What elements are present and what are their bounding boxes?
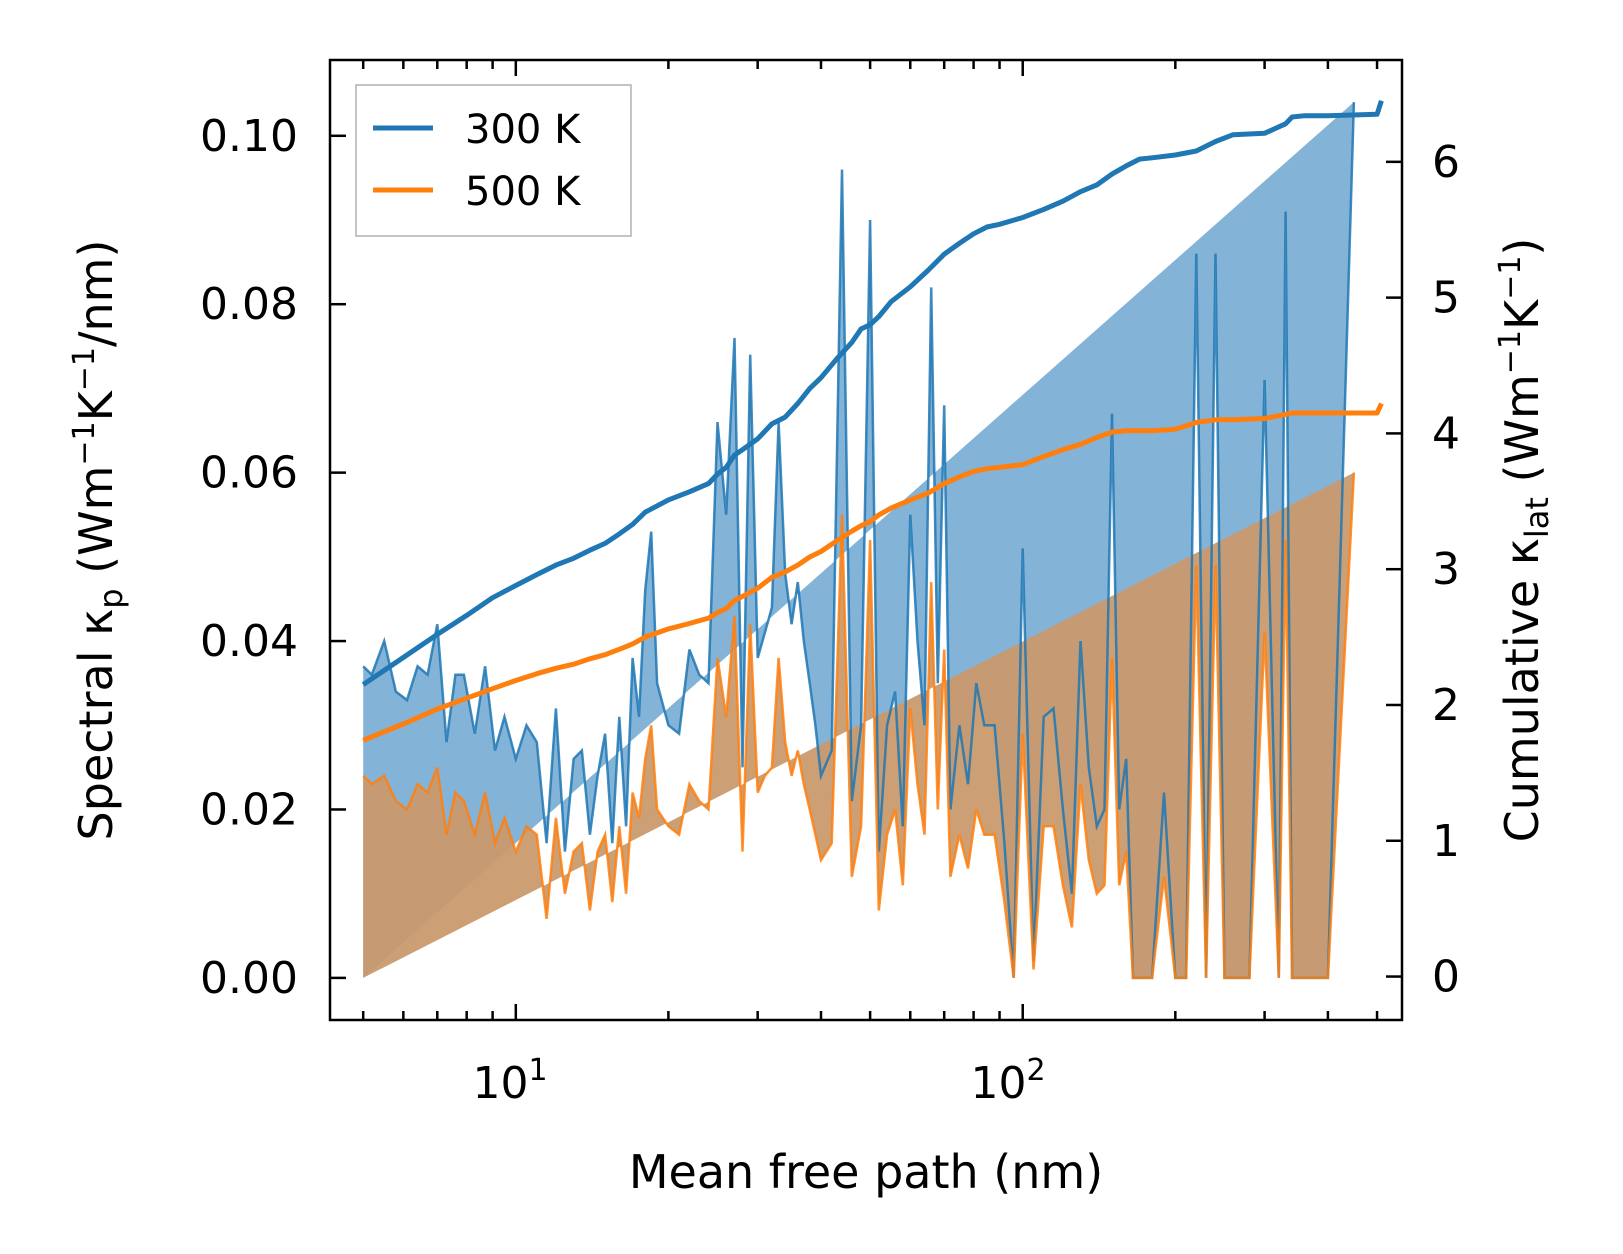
legend-label-300k: 300 K xyxy=(465,107,582,153)
right-y-tick-label: 6 xyxy=(1432,137,1460,188)
left-y-tick-label: 0.04 xyxy=(200,616,298,667)
right-y-tick-label: 3 xyxy=(1432,544,1460,595)
right-y-tick-label: 1 xyxy=(1432,816,1460,867)
cumulative-lines xyxy=(361,99,1384,743)
spectral-fill-500k xyxy=(363,472,1354,978)
right-y-tick-label: 0 xyxy=(1432,952,1460,1003)
plot-frame xyxy=(328,58,1404,1022)
right-y-axis-label: Cumulative κlat (Wm−1K−1) xyxy=(1493,238,1556,843)
right-y-tick-label: 2 xyxy=(1432,680,1460,731)
spectral-lines xyxy=(362,102,1356,980)
cumulative-line-300k xyxy=(361,99,1384,687)
x-tick-label-10: 101 xyxy=(472,1053,547,1109)
legend: 300 K 500 K xyxy=(355,84,632,237)
x-tick-label-100: 102 xyxy=(970,1053,1045,1109)
axis-ticks xyxy=(330,60,1402,1020)
left-y-tick-label: 0.08 xyxy=(200,279,298,330)
left-tick-labels: 0.00 0.02 0.04 0.06 0.08 0.10 xyxy=(200,111,298,1004)
cumulative-line-500k xyxy=(362,402,1384,743)
left-y-tick-label: 0.00 xyxy=(200,953,298,1004)
right-y-tick-label: 5 xyxy=(1432,273,1460,324)
x-axis-label: Mean free path (nm) xyxy=(629,1145,1103,1199)
spectral-line-500k xyxy=(362,472,1356,980)
legend-box xyxy=(355,84,632,237)
left-y-tick-label: 0.10 xyxy=(200,111,298,162)
left-y-tick-label: 0.06 xyxy=(200,448,298,499)
left-y-axis-label: Spectral κp (Wm−1K−1/nm) xyxy=(67,240,130,841)
left-y-tick-label: 0.02 xyxy=(200,784,298,835)
spectral-fills xyxy=(363,102,1354,978)
spectral-fill-300k xyxy=(363,102,1354,978)
right-tick-labels: 0 1 2 3 4 5 6 xyxy=(1432,137,1460,1003)
right-y-tick-label: 4 xyxy=(1432,408,1460,459)
legend-label-500k: 500 K xyxy=(465,169,582,215)
